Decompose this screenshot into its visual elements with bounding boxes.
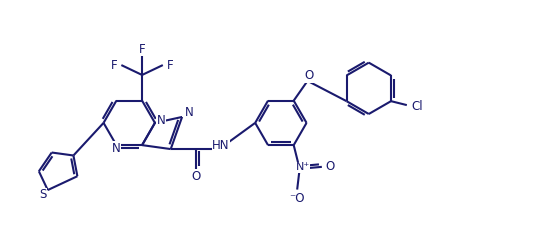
Text: Cl: Cl xyxy=(411,100,422,113)
Text: N: N xyxy=(157,114,165,127)
Text: O: O xyxy=(305,69,314,82)
Text: HN: HN xyxy=(212,139,230,152)
Text: N: N xyxy=(112,142,121,155)
Text: N: N xyxy=(185,106,193,119)
Text: F: F xyxy=(166,59,173,72)
Text: S: S xyxy=(39,188,46,202)
Text: O: O xyxy=(325,160,334,173)
Text: O: O xyxy=(192,170,201,183)
Text: N⁺: N⁺ xyxy=(295,162,310,172)
Text: ⁻O: ⁻O xyxy=(289,192,305,205)
Text: F: F xyxy=(111,59,118,72)
Text: F: F xyxy=(139,43,145,56)
